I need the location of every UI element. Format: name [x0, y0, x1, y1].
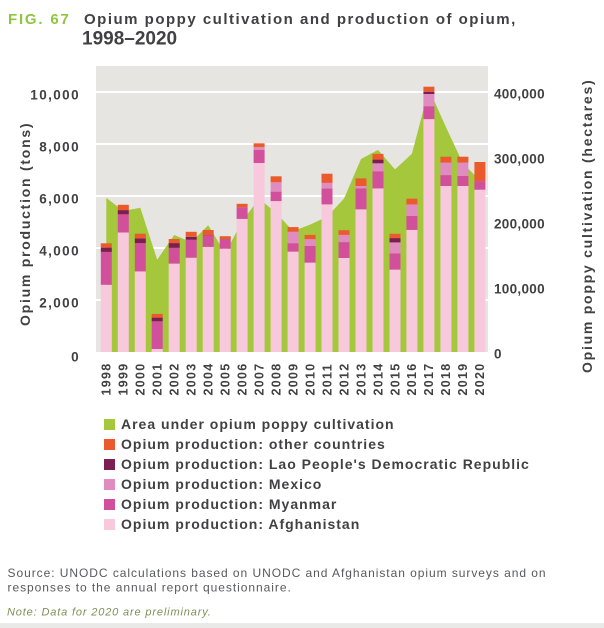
- svg-text:Opium production (tons): Opium production (tons): [17, 122, 33, 326]
- svg-text:Opium production: Myanmar: Opium production: Myanmar: [121, 496, 337, 512]
- svg-text:0: 0: [494, 346, 502, 361]
- svg-text:2017: 2017: [422, 362, 436, 395]
- svg-text:Opium production: other countr: Opium production: other countries: [121, 436, 386, 452]
- svg-text:8,000: 8,000: [39, 139, 80, 154]
- svg-text:2007: 2007: [252, 362, 266, 395]
- svg-text:2004: 2004: [202, 362, 216, 395]
- svg-text:6,000: 6,000: [39, 191, 80, 206]
- svg-text:Area under opium poppy cultiva: Area under opium poppy cultivation: [121, 416, 395, 432]
- svg-text:1998–2020: 1998–2020: [82, 29, 177, 50]
- svg-text:1998: 1998: [100, 362, 114, 395]
- svg-text:2013: 2013: [354, 362, 368, 395]
- svg-text:Opium production: Mexico: Opium production: Mexico: [121, 476, 322, 492]
- svg-text:Note: Data for 2020 are prelim: Note: Data for 2020 are preliminary.: [7, 607, 212, 619]
- svg-text:Opium production: Afghanistan: Opium production: Afghanistan: [121, 516, 360, 532]
- svg-text:200,000: 200,000: [494, 216, 545, 231]
- svg-text:2009: 2009: [286, 362, 300, 395]
- svg-text:2008: 2008: [269, 362, 283, 395]
- svg-text:2002: 2002: [168, 362, 182, 395]
- svg-text:0: 0: [71, 349, 80, 364]
- svg-text:400,000: 400,000: [494, 86, 545, 101]
- svg-text:Source: UNODC calculations bas: Source: UNODC calculations based on UNOD…: [8, 566, 547, 580]
- svg-text:4,000: 4,000: [39, 243, 80, 258]
- svg-text:2006: 2006: [235, 362, 249, 395]
- svg-text:100,000: 100,000: [494, 281, 545, 296]
- svg-text:Opium production: Lao People's: Opium production: Lao People's Democrati…: [121, 456, 530, 472]
- svg-text:300,000: 300,000: [494, 151, 545, 166]
- svg-text:2001: 2001: [151, 362, 165, 395]
- svg-text:2020: 2020: [473, 362, 487, 395]
- svg-text:2012: 2012: [337, 362, 351, 395]
- svg-text:2010: 2010: [303, 362, 317, 395]
- svg-text:FIG. 67: FIG. 67: [8, 11, 71, 28]
- svg-text:10,000: 10,000: [30, 87, 80, 102]
- svg-text:responses to the annual report: responses to the annual report questionn…: [8, 581, 292, 595]
- svg-text:1999: 1999: [117, 362, 131, 395]
- svg-text:2005: 2005: [219, 362, 233, 395]
- svg-text:2018: 2018: [439, 362, 453, 395]
- svg-text:2003: 2003: [185, 362, 199, 395]
- svg-text:2019: 2019: [456, 362, 470, 395]
- svg-text:Opium poppy cultivation (hecta: Opium poppy cultivation (hectares): [579, 79, 595, 373]
- svg-text:2014: 2014: [371, 362, 385, 395]
- svg-text:2015: 2015: [388, 362, 402, 395]
- svg-text:Opium poppy cultivation and pr: Opium poppy cultivation and production o…: [84, 11, 517, 28]
- svg-text:2000: 2000: [134, 362, 148, 395]
- svg-text:2011: 2011: [320, 363, 334, 395]
- svg-text:2,000: 2,000: [39, 295, 80, 310]
- svg-text:2016: 2016: [405, 362, 419, 395]
